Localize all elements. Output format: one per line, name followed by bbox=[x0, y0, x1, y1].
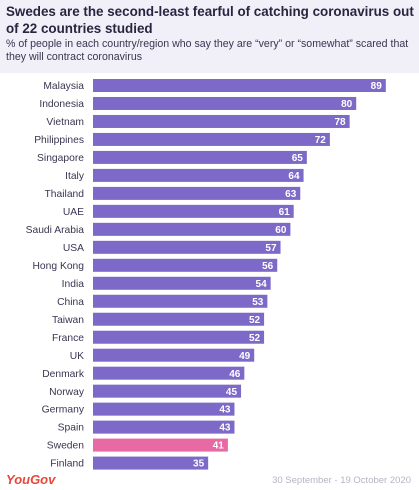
date-range: 30 September - 19 October 2020 bbox=[272, 475, 411, 486]
category-label: China bbox=[57, 297, 84, 308]
bar-value-label: 61 bbox=[279, 207, 291, 218]
category-label: Italy bbox=[65, 171, 85, 182]
bar bbox=[93, 186, 301, 200]
bar bbox=[93, 366, 245, 380]
category-label: USA bbox=[63, 243, 84, 254]
category-label: Malaysia bbox=[43, 81, 84, 92]
bar bbox=[93, 348, 255, 362]
category-label: Singapore bbox=[37, 153, 84, 164]
category-label: Saudi Arabia bbox=[26, 225, 85, 236]
category-label: Sweden bbox=[47, 441, 84, 452]
bar bbox=[93, 384, 242, 398]
category-label: Taiwan bbox=[52, 315, 84, 326]
bar bbox=[93, 96, 357, 110]
bar bbox=[93, 420, 235, 434]
category-label: Germany bbox=[42, 405, 85, 416]
bar bbox=[93, 312, 265, 326]
bar-value-label: 56 bbox=[262, 261, 274, 272]
bar-value-label: 65 bbox=[292, 153, 304, 164]
bar-value-label: 41 bbox=[213, 441, 225, 452]
category-label: Finland bbox=[50, 459, 84, 470]
bar bbox=[93, 294, 268, 308]
bar bbox=[93, 276, 271, 290]
bar bbox=[93, 204, 294, 218]
bar-value-label: 45 bbox=[226, 387, 238, 398]
bar-chart: Malaysia 89 Indonesia 80 Vietnam 78 Philippine… bbox=[26, 79, 386, 470]
bar bbox=[93, 258, 278, 272]
category-label: Indonesia bbox=[39, 99, 84, 110]
bar-highlight bbox=[93, 438, 228, 452]
bar-value-label: 57 bbox=[265, 243, 277, 254]
bar bbox=[93, 114, 350, 128]
bar-value-label: 35 bbox=[193, 459, 205, 470]
chart-title: Swedes are the second-least fearful of c… bbox=[6, 4, 414, 36]
bar-value-label: 72 bbox=[315, 135, 327, 146]
bar bbox=[93, 222, 291, 236]
bar-value-label: 43 bbox=[219, 405, 231, 416]
chart-subtitle: % of people in each country/region who s… bbox=[6, 38, 409, 63]
yougov-logo: YouGov bbox=[6, 472, 56, 487]
bar-value-label: 54 bbox=[256, 279, 268, 290]
category-label: Thailand bbox=[45, 189, 85, 200]
category-label: India bbox=[62, 279, 85, 290]
bar bbox=[93, 456, 209, 470]
category-label: France bbox=[52, 333, 84, 344]
category-label: UAE bbox=[63, 207, 84, 218]
bar bbox=[93, 330, 265, 344]
bar-value-label: 49 bbox=[239, 351, 251, 362]
bar-value-label: 43 bbox=[219, 423, 231, 434]
bar bbox=[93, 168, 304, 182]
category-label: UK bbox=[70, 351, 84, 362]
bar bbox=[93, 132, 330, 146]
bar bbox=[93, 402, 235, 416]
header-band: Swedes are the second-least fearful of c… bbox=[0, 0, 419, 73]
bar-value-label: 63 bbox=[285, 189, 297, 200]
category-label: Hong Kong bbox=[32, 261, 84, 272]
category-label: Philippines bbox=[34, 135, 84, 146]
bar bbox=[93, 79, 386, 92]
category-label: Spain bbox=[58, 423, 85, 434]
category-label: Norway bbox=[49, 387, 85, 398]
bar-value-label: 52 bbox=[249, 333, 261, 344]
bar-value-label: 52 bbox=[249, 315, 261, 326]
bar-value-label: 60 bbox=[275, 225, 287, 236]
bar bbox=[93, 150, 307, 164]
bar-value-label: 78 bbox=[334, 117, 346, 128]
bar-value-label: 64 bbox=[288, 171, 300, 182]
bar-value-label: 80 bbox=[341, 99, 353, 110]
category-label: Vietnam bbox=[46, 117, 84, 128]
category-label: Denmark bbox=[42, 369, 85, 380]
bar bbox=[93, 240, 281, 254]
bar-value-label: 53 bbox=[252, 297, 264, 308]
bar-value-label: 89 bbox=[371, 81, 383, 92]
bar-value-label: 46 bbox=[229, 369, 241, 380]
